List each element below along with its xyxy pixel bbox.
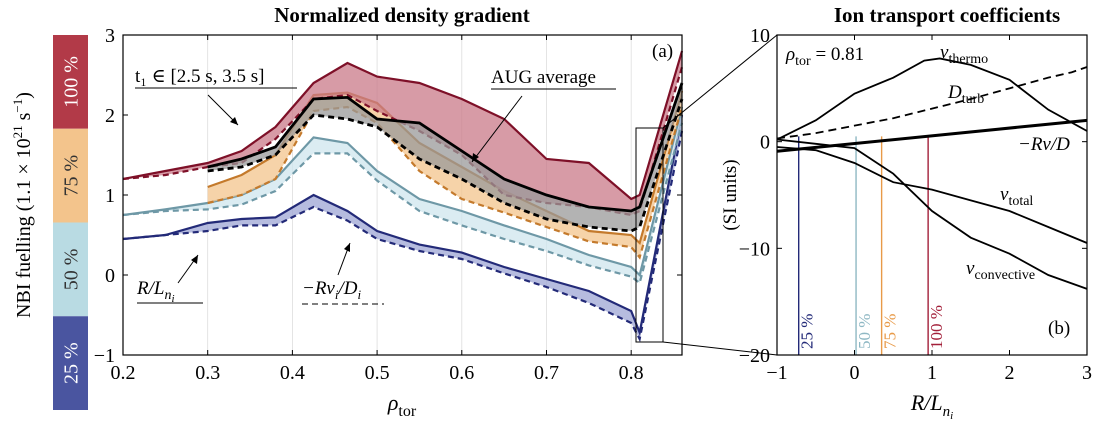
colorbar-segment-label: 50 % <box>61 249 83 291</box>
colorbar-segment <box>53 35 88 129</box>
aug-annotation: AUG average <box>491 67 596 88</box>
colorbar-label: NBI fuelling (1.1 × 1021 s−1) <box>10 92 35 318</box>
rho-annotation: ρtor = 0.81 <box>785 44 864 69</box>
x-tick-label: 3 <box>1082 362 1092 384</box>
y-tick-label: 2 <box>105 105 115 127</box>
y-tick-label: −10 <box>739 238 770 260</box>
y-tick-label: −1 <box>94 345 115 367</box>
y-tick-label: 1 <box>105 185 115 207</box>
series-line <box>776 66 1088 140</box>
colorbar-segment-label: 25 % <box>61 342 83 384</box>
chart-a-xlabel: ρtor <box>387 390 417 420</box>
rvd-arrowhead <box>344 243 350 252</box>
series-label: vthermo <box>940 42 988 67</box>
y-tick-label: 3 <box>105 25 115 47</box>
band-c25 <box>123 115 682 339</box>
line-dashed-black <box>207 98 684 233</box>
series-line <box>776 57 1088 141</box>
line-dashed-c75 <box>207 105 684 260</box>
line-solid-c25 <box>122 114 684 337</box>
panel-label-a: (a) <box>652 41 673 62</box>
rln-annotation: R/Lni <box>136 278 175 305</box>
aug-arrow <box>471 95 523 163</box>
chart-a-title: Normalized density gradient <box>274 3 529 27</box>
y-tick-label: 10 <box>750 25 770 47</box>
series-label: vtotal <box>1000 184 1033 209</box>
colorbar: 100 % 75 % 50 % 25 % <box>53 35 88 410</box>
zoom-box <box>635 127 664 343</box>
band-c100 <box>123 51 682 215</box>
x-tick-label: 0.2 <box>111 362 136 384</box>
x-tick-label: 2 <box>1005 362 1015 384</box>
colorbar-segment <box>53 316 88 410</box>
vline-label: 25 % <box>798 314 817 349</box>
colorbar-segment <box>53 222 88 317</box>
series-label: −Rv/D <box>1018 134 1070 155</box>
vline-label: 50 % <box>855 314 874 349</box>
x-tick-label: 0 <box>850 362 860 384</box>
y-tick-label: 0 <box>105 265 115 287</box>
rln-arrowhead <box>191 255 198 264</box>
x-tick-label: 0.5 <box>365 362 390 384</box>
line-solid-black <box>207 82 684 213</box>
series-label: Dturb <box>947 82 984 107</box>
chart-b-ylabel: (SI units) <box>720 159 741 230</box>
x-tick-label: 0.8 <box>619 362 644 384</box>
x-tick-label: 0.4 <box>280 362 305 384</box>
vline-label: 100 % <box>927 305 946 349</box>
vline-label: 75 % <box>881 314 900 349</box>
zoom-connector-bottom <box>662 341 778 356</box>
panel-label-b: (b) <box>1048 318 1070 339</box>
band-black <box>207 83 683 231</box>
chart-b-plot: 25 % 50 % 75 % 100 % <box>776 57 1088 355</box>
t1-annotation: t₁ ∈ [2.5 s, 3.5 s] <box>135 66 264 87</box>
line-dashed-c25 <box>122 130 684 343</box>
y-tick-label: −20 <box>739 345 770 367</box>
x-tick-label: 0.7 <box>534 362 559 384</box>
band-c50 <box>123 107 682 283</box>
chart-b-xlabel: R/Lni <box>910 390 953 421</box>
x-tick-label: 0.6 <box>449 362 474 384</box>
colorbar-segment <box>53 128 88 223</box>
x-tick-label: −1 <box>766 362 787 384</box>
x-tick-label: 0.3 <box>195 362 220 384</box>
colorbar-segment-label: 75 % <box>61 155 83 197</box>
chart-b-title: Ion transport coefficients <box>834 3 1060 27</box>
zoom-connector-top <box>662 34 778 129</box>
series-line <box>776 138 1088 290</box>
x-tick-label: 1 <box>927 362 937 384</box>
series-label: vconvective <box>966 258 1035 283</box>
series-line <box>776 146 1088 244</box>
line-dashed-c50 <box>122 122 684 285</box>
rvd-annotation: −Rvi/Di <box>302 278 362 302</box>
aug-arrowhead <box>472 153 479 162</box>
t1-arrowhead <box>230 117 238 125</box>
line-solid-c100 <box>122 50 684 201</box>
y-tick-label: 0 <box>760 132 770 154</box>
colorbar-segment-label: 100 % <box>61 56 83 108</box>
band-c75 <box>207 91 683 258</box>
chart-a-axes: 0.2 0.3 0.4 0.5 0.6 0.7 0.8 −1 0 1 2 3 (a) t₁ ∈ [2.5 … <box>94 25 682 384</box>
